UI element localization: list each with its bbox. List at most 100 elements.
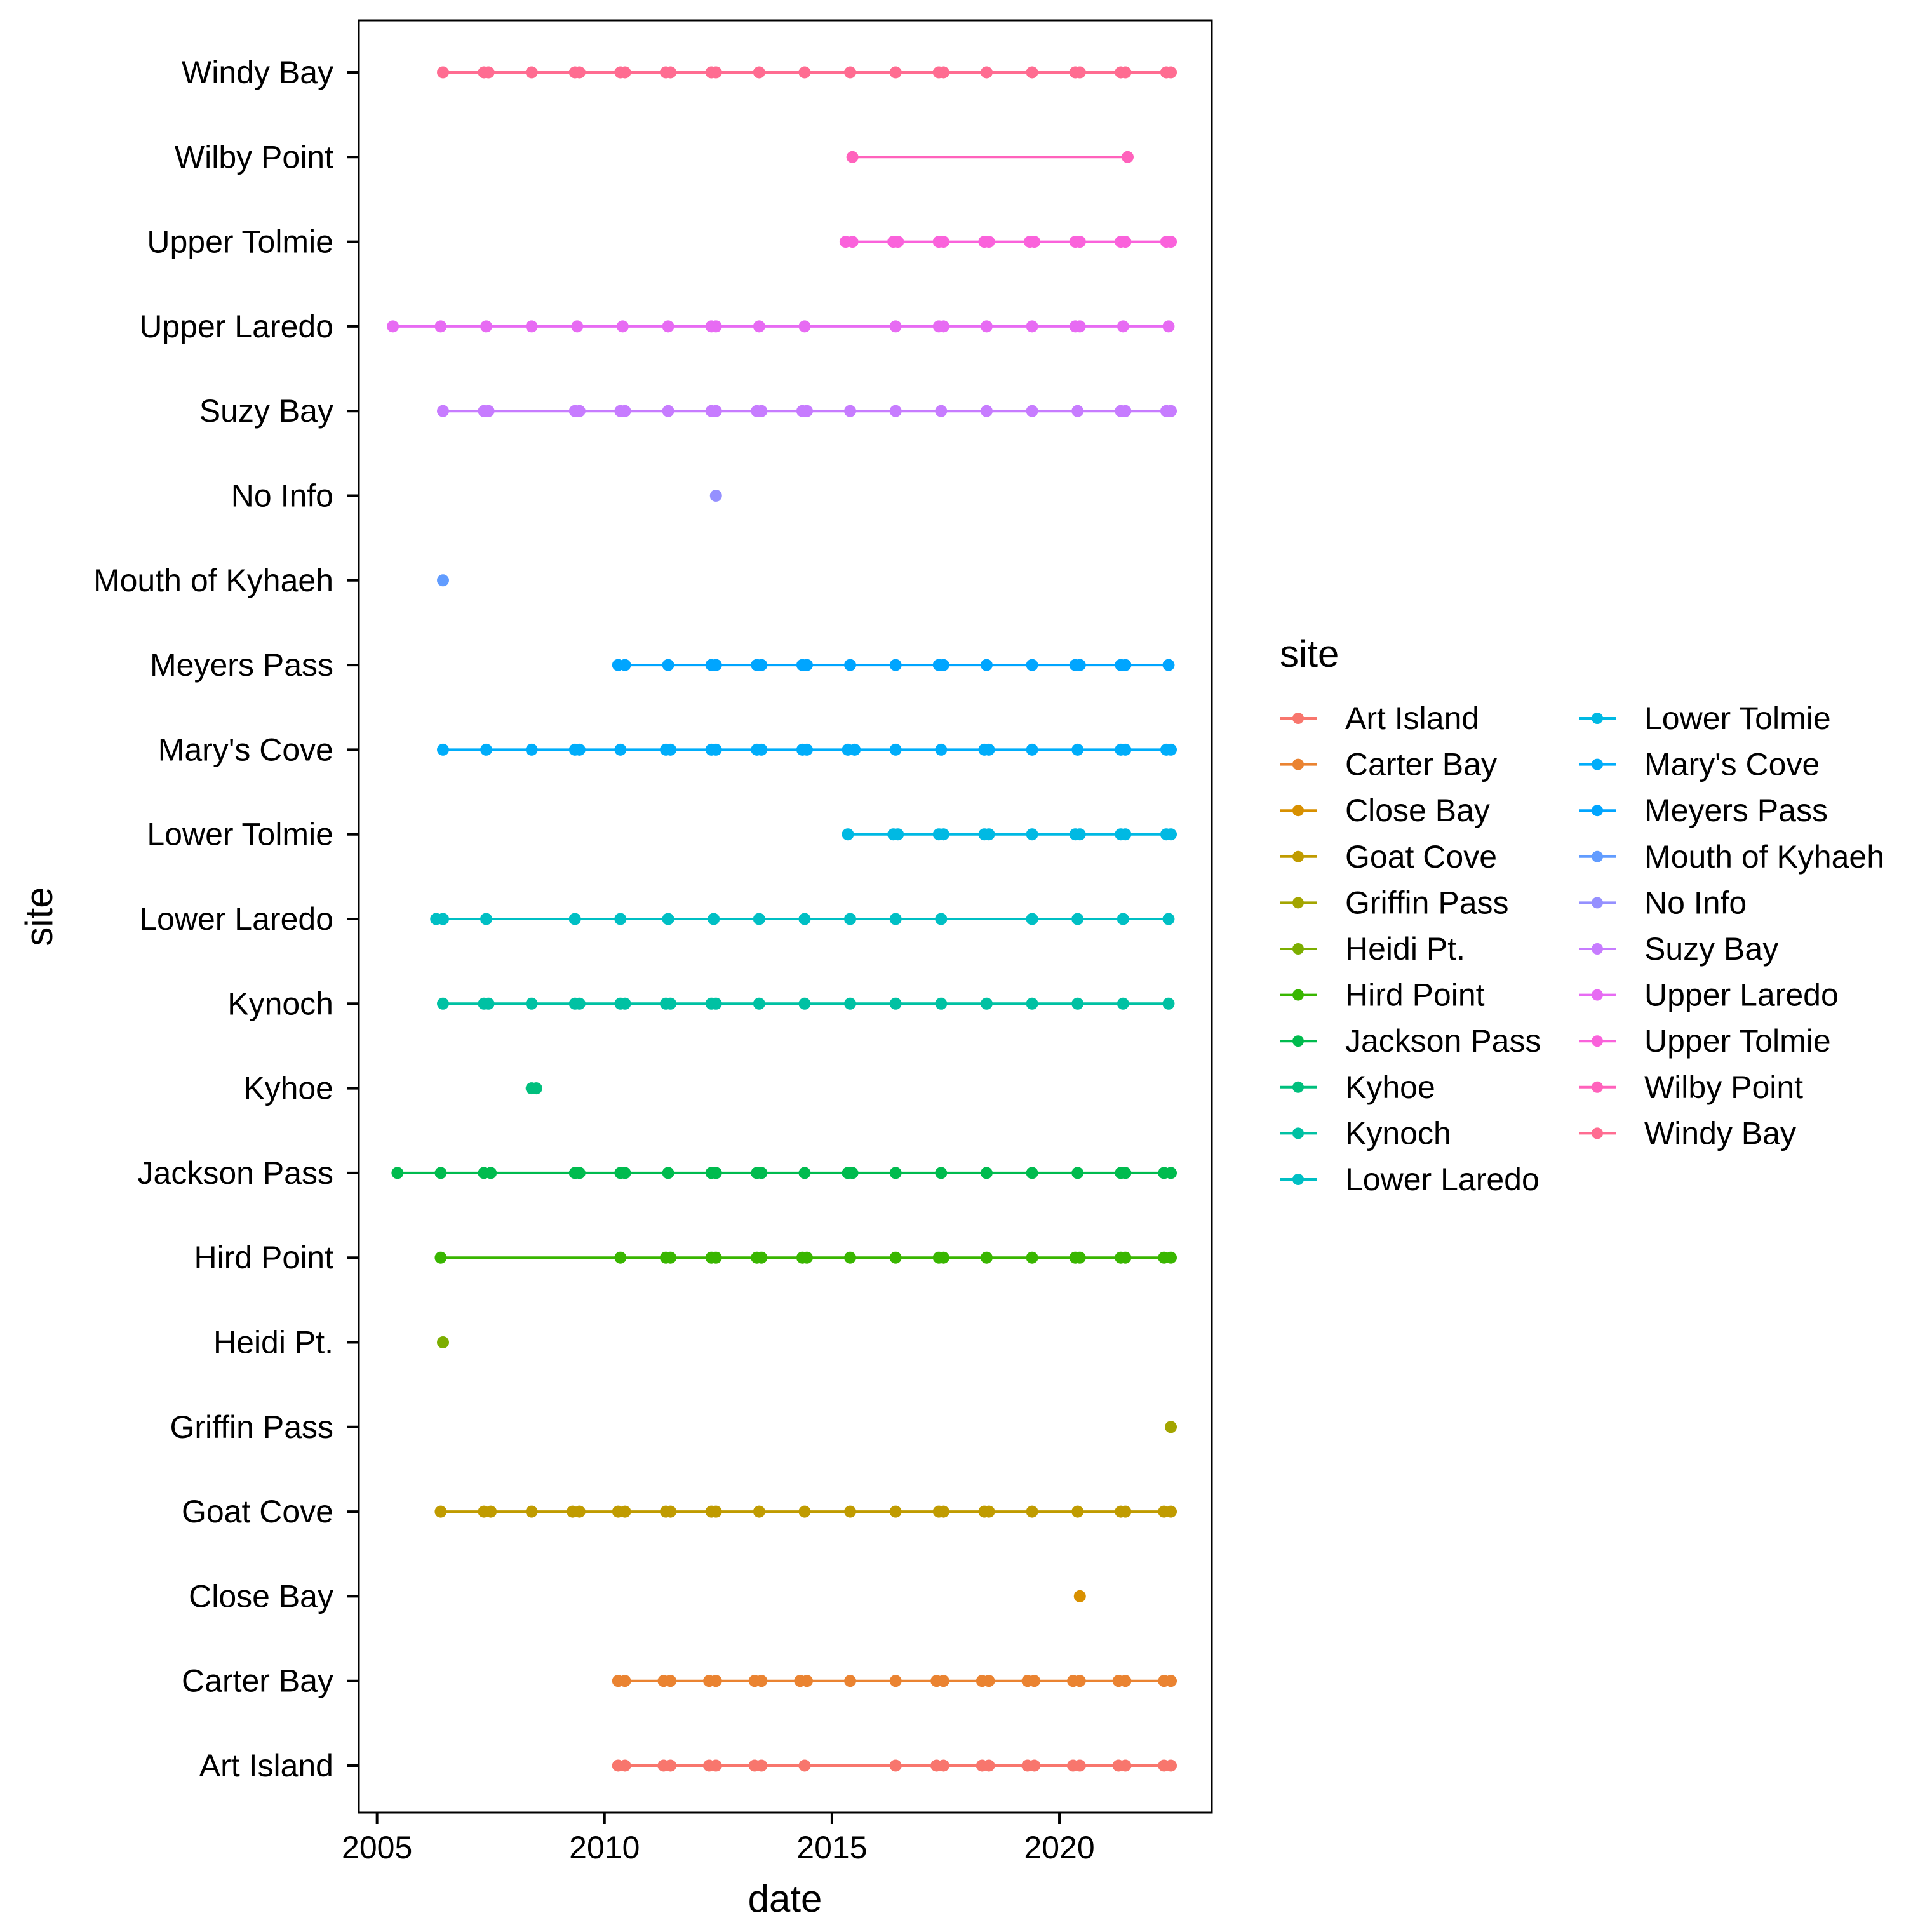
series-heidi-pt: [437, 1336, 450, 1348]
y-tick-label-griffin-pass: Griffin Pass: [170, 1409, 334, 1445]
point-mary-s-cove-15: [849, 743, 861, 756]
point-mary-s-cove-5: [614, 743, 627, 756]
point-upper-tolmie-3: [892, 236, 904, 248]
point-kynoch-11: [709, 997, 722, 1010]
point-meyers-pass-1: [619, 659, 631, 671]
point-upper-laredo-18: [1117, 320, 1129, 333]
point-goat-cove-3: [525, 1505, 538, 1518]
series-meyers-pass: [612, 659, 1175, 671]
point-art-island-19: [1119, 1759, 1132, 1772]
point-mary-s-cove-21: [1071, 743, 1084, 756]
point-windy-bay-19: [1026, 66, 1038, 79]
point-kynoch-7: [619, 997, 631, 1010]
point-mary-s-cove-16: [889, 743, 902, 756]
point-kynoch-2: [482, 997, 495, 1010]
point-carter-bay-23: [1165, 1675, 1177, 1687]
point-lower-laredo-1: [437, 913, 450, 925]
point-art-island-5: [709, 1759, 722, 1772]
legend-item-mary-s-cove: Mary's Cove: [1579, 747, 1820, 782]
y-tick-label-close-bay: Close Bay: [189, 1578, 333, 1614]
legend-key-point: [1592, 897, 1603, 909]
legend-title: site: [1280, 633, 1339, 675]
point-meyers-pass-9: [844, 659, 857, 671]
point-mary-s-cove-7: [664, 743, 677, 756]
point-lower-tolmie-4: [937, 828, 949, 841]
point-goat-cove-25: [1165, 1505, 1177, 1518]
point-suzy-bay-21: [1119, 405, 1132, 417]
point-lower-laredo-9: [844, 913, 857, 925]
point-goat-cove-15: [889, 1505, 902, 1518]
point-hird-point-11: [889, 1251, 902, 1264]
point-meyers-pass-13: [980, 659, 993, 671]
legend-item-windy-bay: Windy Bay: [1579, 1115, 1796, 1151]
point-suzy-bay-9: [709, 405, 722, 417]
legend-item-art-island: Art Island: [1280, 701, 1479, 736]
point-upper-laredo-0: [387, 320, 399, 333]
point-lower-laredo-7: [753, 913, 765, 925]
point-kynoch-20: [1117, 997, 1129, 1010]
point-jackson-pass-24: [1165, 1167, 1177, 1179]
point-jackson-pass-10: [709, 1167, 722, 1179]
point-lower-laredo-6: [708, 913, 720, 925]
point-hird-point-14: [980, 1251, 993, 1264]
legend-item-hird-point: Hird Point: [1280, 977, 1485, 1013]
legend-key-point: [1592, 1035, 1603, 1047]
point-upper-laredo-9: [753, 320, 765, 333]
point-hird-point-17: [1073, 1251, 1086, 1264]
point-hird-point-7: [755, 1251, 768, 1264]
legend-key-point: [1592, 1127, 1603, 1139]
series-kynoch: [437, 997, 1175, 1010]
point-kynoch-3: [525, 997, 538, 1010]
point-upper-laredo-3: [525, 320, 538, 333]
point-lower-laredo-11: [935, 913, 948, 925]
series-mary-s-cove: [437, 743, 1177, 756]
point-upper-tolmie-11: [1073, 236, 1086, 248]
point-hird-point-5: [709, 1251, 722, 1264]
y-tick-label-art-island: Art Island: [199, 1748, 333, 1783]
legend-label-kyhoe: Kyhoe: [1345, 1070, 1435, 1105]
point-kynoch-16: [935, 997, 948, 1010]
point-jackson-pass-17: [935, 1167, 948, 1179]
point-mary-s-cove-20: [1026, 743, 1038, 756]
point-suzy-bay-2: [482, 405, 495, 417]
point-lower-tolmie-2: [892, 828, 904, 841]
y-tick-label-kyhoe: Kyhoe: [243, 1071, 333, 1106]
point-goat-cove-9: [664, 1505, 677, 1518]
point-lower-laredo-4: [614, 913, 627, 925]
point-meyers-pass-18: [1119, 659, 1132, 671]
point-hird-point-21: [1165, 1251, 1177, 1264]
point-kynoch-14: [844, 997, 857, 1010]
series-goat-cove: [434, 1505, 1177, 1518]
point-jackson-pass-15: [846, 1167, 859, 1179]
point-suzy-bay-14: [844, 405, 857, 417]
legend-label-close-bay: Close Bay: [1345, 793, 1490, 828]
point-lower-tolmie-6: [983, 828, 995, 841]
y-tick-label-upper-tolmie: Upper Tolmie: [147, 224, 333, 260]
point-goat-cove-12: [753, 1505, 765, 1518]
point-upper-laredo-8: [709, 320, 722, 333]
point-carter-bay-3: [664, 1675, 677, 1687]
point-art-island-17: [1073, 1759, 1086, 1772]
point-meyers-pass-8: [801, 659, 814, 671]
point-upper-tolmie-1: [846, 236, 859, 248]
point-kynoch-5: [573, 997, 586, 1010]
point-kyhoe-1: [530, 1082, 542, 1095]
point-windy-bay-12: [753, 66, 765, 79]
x-tick-label-2020: 2020: [1024, 1830, 1094, 1865]
legend-item-goat-cove: Goat Cove: [1280, 839, 1497, 875]
legend-item-wilby-point: Wilby Point: [1579, 1070, 1803, 1105]
legend-label-mouth-of-kyhaeh: Mouth of Kyhaeh: [1644, 839, 1884, 875]
legend-label-jackson-pass: Jackson Pass: [1345, 1023, 1541, 1059]
legend-label-windy-bay: Windy Bay: [1644, 1115, 1796, 1151]
legend-key-point: [1292, 897, 1304, 909]
series-upper-laredo: [387, 320, 1175, 333]
point-upper-tolmie-13: [1119, 236, 1132, 248]
series-no-info: [709, 490, 722, 502]
point-carter-bay-9: [801, 1675, 814, 1687]
point-hird-point-0: [434, 1251, 447, 1264]
legend-key-point: [1292, 989, 1304, 1001]
legend-key-point: [1592, 1081, 1603, 1093]
point-jackson-pass-7: [619, 1167, 631, 1179]
point-windy-bay-2: [482, 66, 495, 79]
